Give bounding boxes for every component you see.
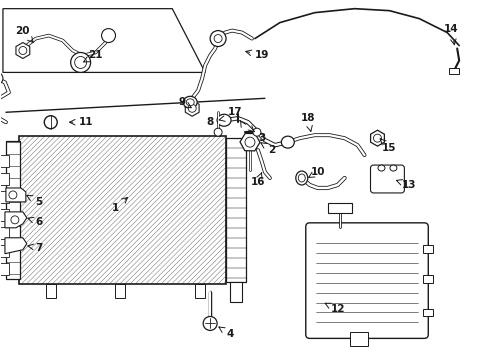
Text: 18: 18 (300, 113, 314, 123)
Circle shape (210, 31, 225, 46)
Ellipse shape (298, 174, 305, 182)
Bar (423, 245, 432, 253)
Circle shape (44, 116, 57, 129)
Polygon shape (5, 238, 27, 254)
Circle shape (252, 128, 261, 136)
Text: 2: 2 (268, 145, 275, 155)
Bar (225, 138, 245, 282)
Circle shape (11, 216, 19, 224)
Ellipse shape (389, 165, 396, 171)
FancyBboxPatch shape (305, 223, 427, 338)
Circle shape (373, 134, 381, 142)
Bar (229, 282, 242, 302)
Text: 6: 6 (35, 217, 42, 227)
Text: 5: 5 (35, 197, 42, 207)
Polygon shape (3, 9, 205, 72)
Text: 8: 8 (206, 117, 213, 127)
Text: 4: 4 (226, 329, 233, 339)
Text: 17: 17 (227, 107, 242, 117)
Circle shape (9, 191, 17, 199)
Bar (0, 173, 9, 185)
Circle shape (102, 28, 115, 42)
Bar (0, 227, 9, 239)
Text: 10: 10 (310, 167, 325, 177)
Text: 15: 15 (382, 143, 396, 153)
Text: 14: 14 (443, 24, 458, 33)
Bar (0, 155, 9, 167)
Bar (6, 141, 20, 279)
Circle shape (75, 57, 86, 68)
Bar (0, 245, 9, 257)
Circle shape (188, 104, 196, 112)
Text: 1: 1 (112, 203, 119, 213)
Ellipse shape (377, 165, 384, 171)
Text: 9: 9 (178, 97, 185, 107)
Bar (448, 68, 458, 75)
Text: 21: 21 (88, 50, 102, 60)
Ellipse shape (183, 96, 197, 108)
Text: 16: 16 (250, 177, 264, 187)
Text: 11: 11 (78, 117, 93, 127)
Bar (0, 263, 9, 275)
Ellipse shape (295, 171, 307, 185)
Bar (115, 284, 125, 298)
Bar (327, 203, 351, 213)
Bar (349, 332, 367, 346)
Circle shape (19, 46, 27, 54)
Bar (423, 309, 432, 316)
Bar (19, 136, 225, 284)
Bar (0, 209, 9, 221)
Text: 12: 12 (330, 305, 344, 315)
Text: 13: 13 (401, 180, 416, 190)
Polygon shape (5, 212, 27, 228)
Circle shape (71, 53, 90, 72)
Bar (195, 284, 205, 298)
Circle shape (203, 316, 217, 330)
Ellipse shape (281, 136, 294, 148)
Text: 3: 3 (258, 133, 265, 143)
Circle shape (244, 137, 254, 147)
Text: 7: 7 (35, 243, 42, 253)
Bar (0, 191, 9, 203)
Ellipse shape (186, 99, 194, 106)
Text: 19: 19 (254, 50, 268, 60)
Circle shape (0, 72, 3, 84)
Text: 20: 20 (16, 26, 30, 36)
Circle shape (214, 128, 222, 136)
Polygon shape (6, 188, 26, 202)
FancyBboxPatch shape (370, 165, 404, 193)
Bar (423, 275, 432, 283)
Ellipse shape (217, 114, 230, 126)
Circle shape (214, 35, 222, 42)
Bar (46, 284, 56, 298)
